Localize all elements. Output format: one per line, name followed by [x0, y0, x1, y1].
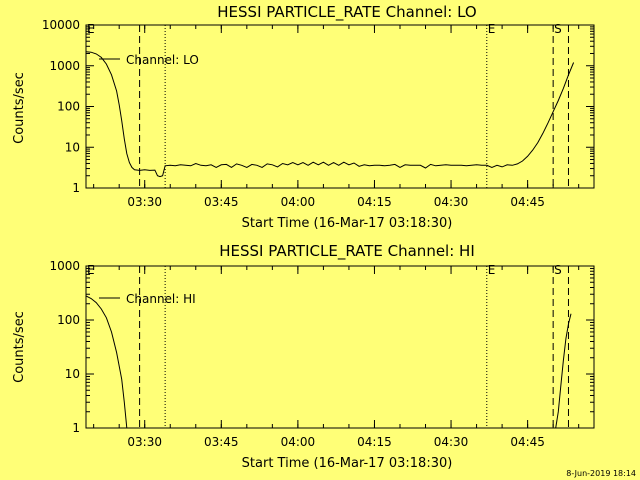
lo-x-tick-label: 04:45 — [510, 195, 545, 209]
hi-x-tick-label: 03:45 — [204, 435, 239, 449]
footer-timestamp: 8-Jun-2019 18:14 — [566, 469, 636, 478]
hi-y-tick-label: 10 — [65, 367, 80, 381]
hi-channel-panel: HESSI PARTICLE_RATE Channel: HI Start Ti… — [12, 242, 595, 471]
lo-marker-label: E — [87, 22, 95, 36]
lo-y-tick-label: 100 — [57, 100, 80, 114]
lo-x-tick-label: 04:15 — [357, 195, 392, 209]
hi-y-tick-label: 1 — [72, 421, 80, 435]
hi-x-tick-label: 04:30 — [434, 435, 469, 449]
lo-x-tick-label: 04:30 — [434, 195, 469, 209]
hi-x-tick-label: 04:15 — [357, 435, 392, 449]
hi-marker-label: S — [554, 263, 562, 277]
lo-x-tick-label: 03:45 — [204, 195, 239, 209]
lo-legend-label: Channel: LO — [126, 53, 199, 67]
hi-chart-title: HESSI PARTICLE_RATE Channel: HI — [219, 242, 475, 261]
lo-y-axis-label: Counts/sec — [12, 72, 27, 144]
hi-x-tick-label: 04:45 — [510, 435, 545, 449]
hi-y-axis-label: Counts/sec — [12, 311, 27, 383]
hi-marker-label: E — [87, 263, 95, 277]
lo-x-tick-label: 04:00 — [281, 195, 316, 209]
hi-series-line — [555, 313, 572, 429]
hi-legend-label: Channel: HI — [126, 292, 196, 306]
hi-x-tick-label: 04:00 — [281, 435, 316, 449]
lo-y-tick-label: 1 — [72, 181, 80, 195]
hi-series-line — [85, 295, 128, 429]
lo-marker-label: S — [554, 22, 562, 36]
lo-y-tick-label: 10 — [65, 140, 80, 154]
hi-marker-label: E — [488, 263, 496, 277]
lo-series-line — [85, 51, 575, 178]
hi-x-tick-label: 03:30 — [127, 435, 162, 449]
hi-x-axis-label: Start Time (16-Mar-17 03:18:30) — [242, 456, 453, 471]
hi-y-tick-label: 1000 — [49, 259, 80, 273]
lo-channel-panel: HESSI PARTICLE_RATE Channel: LO Start Ti… — [12, 3, 595, 231]
hi-y-tick-label: 100 — [57, 313, 80, 327]
lo-x-tick-label: 03:30 — [127, 195, 162, 209]
lo-marker-label: E — [488, 22, 496, 36]
lo-chart-title: HESSI PARTICLE_RATE Channel: LO — [217, 3, 476, 22]
lo-y-tick-label: 10000 — [42, 18, 80, 32]
lo-y-tick-label: 1000 — [49, 59, 80, 73]
lo-x-axis-label: Start Time (16-Mar-17 03:18:30) — [242, 216, 453, 231]
